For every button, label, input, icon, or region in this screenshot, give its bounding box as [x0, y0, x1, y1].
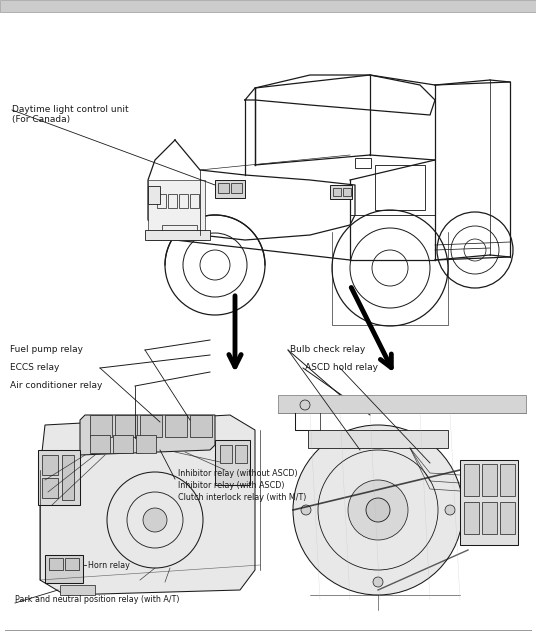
- Bar: [500, 464, 515, 496]
- Circle shape: [301, 505, 311, 515]
- Circle shape: [445, 505, 455, 515]
- Bar: [235, 445, 247, 463]
- Circle shape: [373, 577, 383, 587]
- Text: Inhibitor relay (with ASCD): Inhibitor relay (with ASCD): [178, 481, 285, 490]
- Polygon shape: [148, 180, 205, 240]
- Text: Park and neutral position relay (with A/T): Park and neutral position relay (with A/…: [15, 595, 180, 605]
- Bar: [355, 158, 371, 168]
- Bar: [168, 194, 177, 208]
- Bar: [460, 460, 518, 545]
- Bar: [165, 415, 187, 437]
- Text: Daytime light control unit
(For Canada): Daytime light control unit (For Canada): [12, 105, 129, 124]
- Circle shape: [143, 508, 167, 532]
- Bar: [308, 430, 448, 448]
- Text: Fuel pump relay: Fuel pump relay: [10, 346, 83, 355]
- Bar: [375, 165, 425, 210]
- Bar: [218, 183, 229, 193]
- Bar: [60, 585, 95, 595]
- Bar: [179, 194, 188, 208]
- Bar: [500, 502, 515, 534]
- Bar: [49, 558, 63, 570]
- Bar: [145, 230, 210, 240]
- Circle shape: [366, 498, 390, 522]
- Bar: [38, 450, 80, 505]
- Circle shape: [293, 425, 463, 595]
- Bar: [278, 395, 526, 413]
- Bar: [140, 415, 162, 437]
- Bar: [65, 558, 79, 570]
- Bar: [190, 415, 212, 437]
- Bar: [148, 186, 160, 204]
- Bar: [330, 185, 352, 199]
- Bar: [343, 188, 351, 196]
- Text: Bulb check relay: Bulb check relay: [290, 346, 365, 355]
- Bar: [45, 555, 83, 583]
- Text: Clutch interlock relay (with M/T): Clutch interlock relay (with M/T): [178, 493, 307, 502]
- Bar: [220, 445, 232, 463]
- Text: ASCD hold relay: ASCD hold relay: [305, 364, 378, 372]
- Bar: [464, 502, 479, 534]
- Bar: [162, 225, 197, 237]
- Bar: [90, 415, 112, 437]
- Polygon shape: [40, 415, 255, 595]
- Bar: [215, 180, 245, 198]
- Bar: [215, 440, 250, 485]
- Text: Horn relay: Horn relay: [88, 561, 130, 570]
- Bar: [157, 194, 166, 208]
- Bar: [62, 455, 74, 500]
- Bar: [231, 183, 242, 193]
- Circle shape: [300, 400, 310, 410]
- Text: ECCS relay: ECCS relay: [10, 364, 59, 372]
- Circle shape: [348, 480, 408, 540]
- Text: Air conditioner relay: Air conditioner relay: [10, 381, 102, 390]
- Bar: [115, 415, 137, 437]
- Bar: [333, 188, 341, 196]
- Bar: [90, 435, 110, 453]
- Bar: [42, 455, 58, 475]
- Bar: [136, 435, 156, 453]
- Bar: [113, 435, 133, 453]
- Polygon shape: [80, 415, 215, 455]
- Bar: [190, 194, 199, 208]
- Bar: [482, 502, 497, 534]
- Bar: [464, 464, 479, 496]
- Bar: [482, 464, 497, 496]
- Bar: [42, 478, 58, 498]
- Bar: [0, 0, 536, 12]
- Circle shape: [373, 433, 383, 443]
- Text: Inhibitor relay (without ASCD): Inhibitor relay (without ASCD): [178, 468, 297, 477]
